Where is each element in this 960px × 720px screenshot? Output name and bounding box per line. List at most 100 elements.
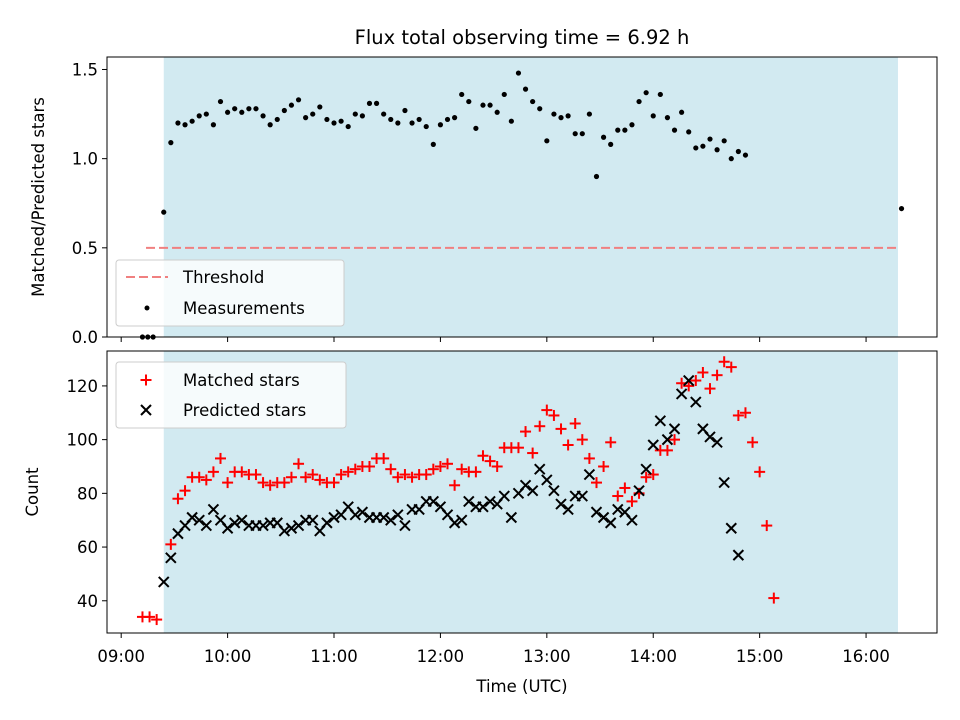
- predicted-star-marker: [704, 431, 716, 443]
- predicted-star-marker: [165, 552, 177, 564]
- measurement-point: [898, 205, 905, 212]
- matched-star-marker: [385, 463, 397, 475]
- measurement-point: [629, 122, 635, 128]
- matched-star-marker: [328, 477, 340, 489]
- matched-star-marker: [583, 452, 595, 464]
- matched-star-marker: [683, 380, 695, 392]
- predicted-star-marker: [534, 463, 546, 475]
- matched-star-marker: [711, 369, 723, 381]
- y-tick-label: 120: [67, 377, 99, 396]
- matched-star-marker: [605, 436, 617, 448]
- predicted-star-marker: [392, 509, 404, 521]
- predicted-star-marker: [193, 514, 205, 526]
- predicted-star-marker: [463, 495, 475, 508]
- measurement-point: [210, 122, 217, 128]
- measurement-point: [182, 122, 188, 128]
- matched-star-marker: [420, 469, 432, 481]
- measurement-point: [267, 122, 273, 128]
- legend-cross-marker: [140, 404, 152, 416]
- predicted-star-marker: [668, 423, 681, 435]
- predicted-star-marker: [661, 433, 674, 446]
- predicted-star-marker: [590, 506, 603, 518]
- measurement-point: [707, 136, 713, 142]
- measurement-point: [679, 109, 685, 115]
- matched-star-marker: [520, 426, 532, 438]
- measurement-point: [615, 127, 621, 133]
- legend-predicted-label: Predicted stars: [183, 401, 306, 420]
- matched-star-marker: [477, 450, 489, 462]
- matched-star-marker: [690, 375, 702, 387]
- predicted-star-marker: [257, 519, 269, 532]
- chart-title: Flux total observing time = 6.92 h: [355, 26, 690, 49]
- measurement-point: [189, 118, 195, 124]
- measurement-point: [586, 111, 592, 117]
- predicted-star-marker: [647, 439, 659, 451]
- predicted-star-marker: [292, 519, 305, 532]
- matched-star-marker: [264, 479, 276, 491]
- measurement-point: [224, 109, 231, 115]
- measurement-point: [608, 141, 614, 147]
- measurement-point: [480, 102, 486, 108]
- matched-star-marker: [747, 436, 759, 448]
- measurement-point: [650, 113, 656, 119]
- measurement-point: [416, 116, 422, 123]
- predicted-star-marker: [307, 514, 319, 526]
- matched-star-marker: [349, 463, 361, 475]
- measurement-point: [572, 131, 578, 137]
- predicted-star-marker: [455, 514, 468, 526]
- measurement-points: [139, 70, 905, 340]
- measurement-point: [593, 173, 600, 180]
- measurement-point: [295, 97, 302, 103]
- x-tick-label: 16:00: [842, 647, 890, 666]
- measurement-point: [381, 111, 387, 117]
- legend-matched-label: Matched stars: [183, 371, 300, 390]
- x-tick-label: 13:00: [523, 647, 571, 666]
- top-axes-frame: [106, 56, 938, 338]
- matched-star-marker: [335, 469, 347, 481]
- measurement-point: [657, 91, 663, 98]
- predicted-star-marker: [285, 522, 298, 534]
- predicted-star-marker: [562, 503, 574, 516]
- matched-star-marker: [732, 409, 744, 421]
- measurement-point: [203, 111, 209, 117]
- measurement-point: [196, 113, 202, 119]
- measurement-point: [452, 115, 458, 121]
- matched-star-marker: [144, 611, 156, 623]
- measurement-point: [168, 140, 174, 146]
- measurement-point: [373, 100, 380, 106]
- predicted-star-marker: [158, 576, 170, 588]
- measurement-point: [686, 129, 692, 135]
- measurement-point: [232, 106, 238, 112]
- predicted-star-marker: [690, 396, 702, 408]
- matched-star-marker: [193, 471, 205, 483]
- measurement-point: [395, 120, 401, 126]
- matched-star-marker: [165, 538, 177, 550]
- predicted-star-marker: [356, 506, 369, 518]
- matched-star-marker: [527, 447, 539, 459]
- matched-star-marker: [647, 469, 659, 481]
- measurement-point: [317, 104, 323, 110]
- top-y-ticks: 0.0 0.5 1.0 1.5: [72, 60, 107, 347]
- y-tick-label: 80: [77, 484, 98, 503]
- matched-star-marker: [399, 469, 411, 481]
- matched-star-marker: [590, 477, 602, 489]
- predicted-star-marker: [732, 549, 745, 561]
- matched-star-marker: [626, 495, 638, 507]
- measurement-point: [742, 152, 749, 158]
- measurement-point: [161, 209, 167, 215]
- matched-star-marker: [442, 458, 454, 470]
- matched-star-marker: [548, 409, 560, 421]
- y-tick-label: 0.0: [72, 328, 98, 347]
- matched-star-marker: [363, 460, 375, 472]
- predicted-star-marker: [186, 511, 198, 524]
- measurement-point: [494, 109, 500, 115]
- measurement-point: [664, 115, 671, 121]
- predicted-star-marker: [484, 495, 496, 508]
- measurement-point: [466, 98, 472, 105]
- predicted-star-marker: [541, 474, 553, 486]
- matched-star-marker: [392, 471, 404, 483]
- matched-star-marker: [236, 466, 248, 478]
- predicted-star-marker: [583, 468, 596, 481]
- measurement-point: [530, 98, 536, 105]
- predicted-star-marker: [633, 484, 645, 497]
